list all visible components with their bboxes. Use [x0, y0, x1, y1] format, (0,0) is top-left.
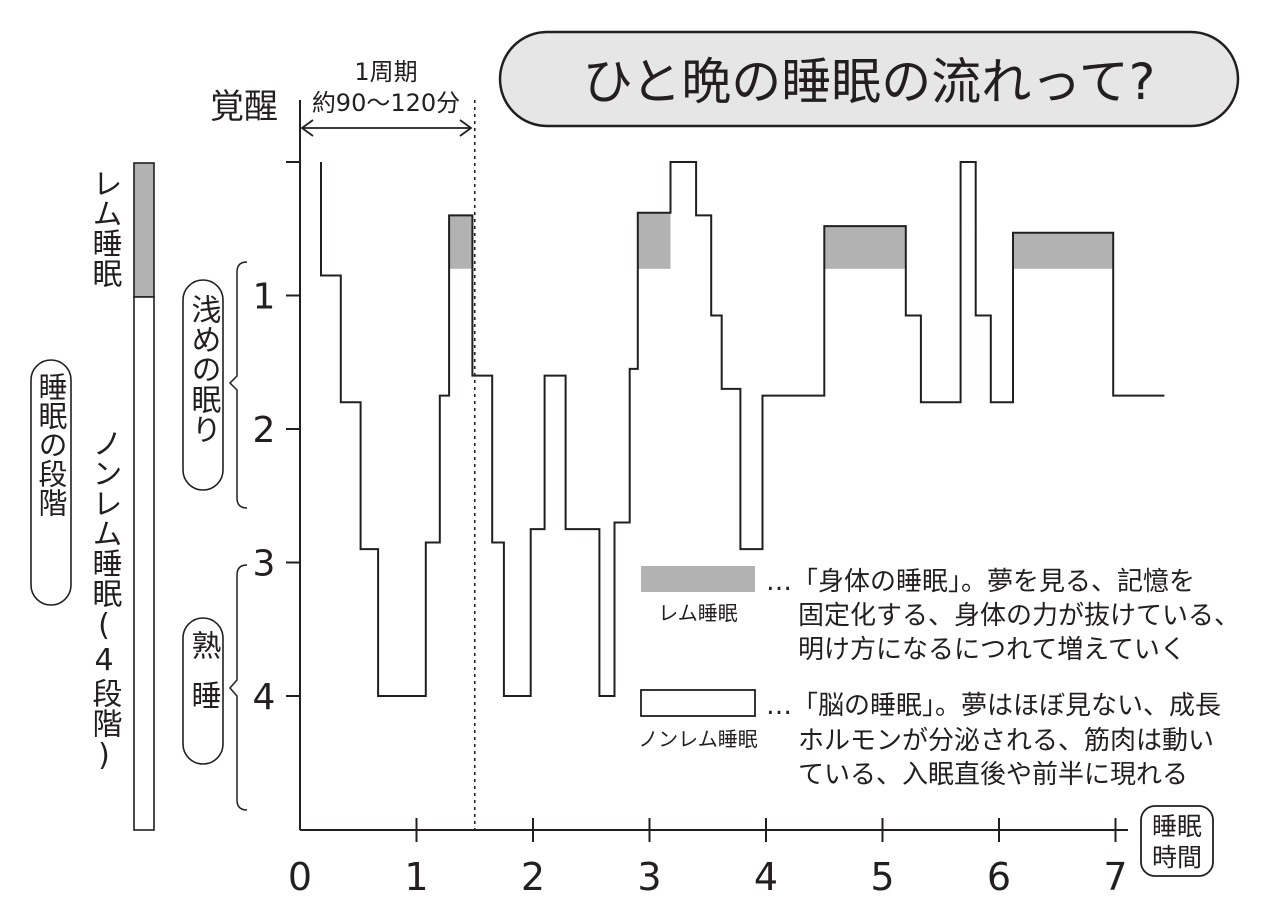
awake-label: 覚醒: [210, 87, 278, 127]
stage-bar-rem: [133, 162, 155, 298]
y-tick-label: 1: [253, 277, 276, 318]
x-tick-label: 6: [987, 855, 1011, 899]
legend-rem-text-2: 固定化する、身体の力が抜けている、: [798, 601, 1240, 631]
hypnogram-line: [320, 161, 1165, 697]
title-box: ひと晩の睡眠の流れって?: [498, 30, 1240, 128]
light-sleep-frame: [182, 279, 224, 491]
cycle-label-line1: 1周期: [354, 58, 417, 86]
y-tick-label: 4: [253, 677, 276, 718]
deep-sleep-frame: [182, 617, 224, 765]
legend-rem-text-1: …「身体の睡眠」。夢を見る、記憶を: [766, 567, 1195, 597]
rem-period: [1012, 232, 1114, 269]
x-tick-label: 0: [288, 855, 312, 899]
x-axis-label-line1: 睡眠: [1152, 812, 1202, 841]
rem-period: [824, 226, 906, 269]
cycle-arrow-right-head: [459, 119, 473, 137]
rem-period: [637, 212, 671, 269]
legend-rem-label: レム睡眠: [658, 601, 738, 625]
rem-period: [449, 215, 473, 269]
deep-sleep-brace: [229, 564, 248, 811]
chart-title: ひと晩の睡眠の流れって?: [583, 53, 1156, 111]
stage-bar-nonrem-label: ノンレム睡眠(4段階): [87, 428, 123, 773]
stage-bar-nonrem: [133, 296, 155, 831]
deep-sleep-label: 熟睡: [186, 630, 221, 730]
legend: レム睡眠 …「身体の睡眠」。夢を見る、記憶を 固定化する、身体の力が抜けている、…: [638, 566, 1240, 790]
light-sleep-label: 浅めの眠り: [186, 294, 221, 444]
y-tick-label: 3: [253, 544, 276, 585]
y-ticks: 1 2 3 4: [253, 277, 300, 718]
legend-nonrem-swatch: [640, 689, 756, 717]
y-tick-label: 2: [253, 410, 276, 451]
stage-group-frame: [30, 359, 72, 606]
y-groups: 浅めの眠り 熟睡: [182, 261, 248, 811]
rem-periods: [449, 212, 1114, 269]
legend-nonrem-text-3: ている、入眠直後や前半に現れる: [798, 760, 1188, 790]
x-ticks: 0 1 2 3 4 5 6 7: [288, 818, 1128, 899]
stage-bar: レム睡眠 ノンレム睡眠(4段階) 睡眠の段階: [30, 162, 155, 831]
cycle-arrow-left-head: [300, 119, 314, 137]
legend-nonrem-text-1: …「脳の睡眠」。夢はほぼ見ない、成長: [766, 691, 1221, 721]
x-axis-label-line2: 時間: [1152, 843, 1202, 872]
x-tick-label: 7: [1103, 855, 1127, 899]
x-tick-label: 1: [404, 855, 428, 899]
x-tick-label: 5: [870, 855, 894, 899]
x-axis-label-box: 睡眠 時間: [1140, 805, 1214, 877]
title-pill: [498, 30, 1240, 128]
legend-nonrem-label: ノンレム睡眠: [638, 727, 758, 751]
cycle-label-line2: 約90〜120分: [312, 89, 460, 117]
x-tick-label: 4: [754, 855, 778, 899]
x-axis-label-frame: [1140, 805, 1214, 877]
legend-nonrem-text-2: ホルモンが分泌される、筋肉は動い: [798, 726, 1214, 756]
x-tick-label: 2: [521, 855, 545, 899]
x-tick-label: 3: [637, 855, 661, 899]
legend-rem-text-3: 明け方になるにつれて増えていく: [798, 635, 1186, 665]
legend-rem-swatch: [641, 566, 755, 592]
cycle-annotation: 1周期 約90〜120分: [300, 58, 476, 834]
stage-group-label: 睡眠の段階: [34, 372, 68, 517]
stage-bar-rem-label: レム睡眠: [87, 168, 122, 288]
light-sleep-brace: [228, 261, 248, 509]
axes: 覚醒 1 2 3 4 0 1 2 3 4 5 6 7 睡眠 時間: [210, 87, 1214, 899]
